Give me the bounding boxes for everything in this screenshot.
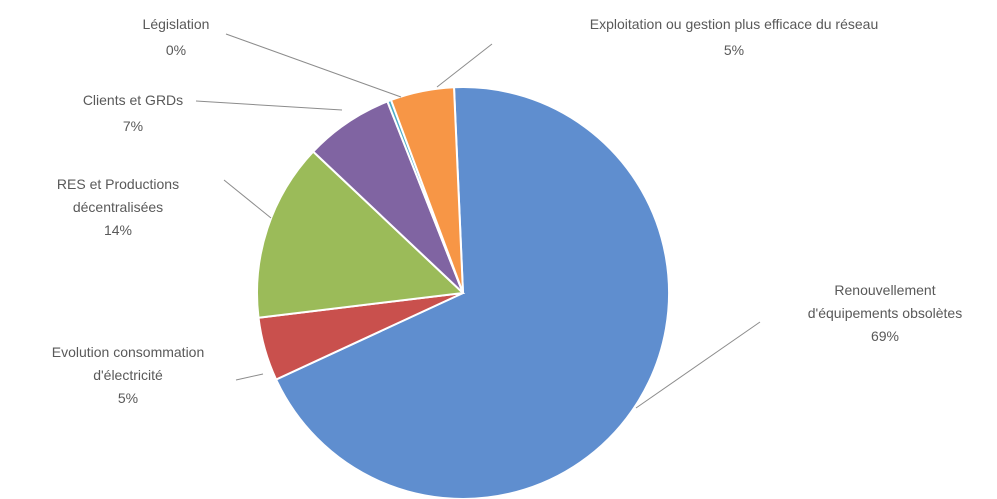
slice-percent-0: 69%: [871, 328, 899, 344]
leader-line-4: [225, 33, 402, 98]
slice-label-0: Renouvellement d'équipements obsolètes 69%: [808, 282, 962, 344]
slice-percent-3: 7%: [123, 118, 143, 134]
slice-label-4: Législation 0%: [143, 16, 210, 58]
pie-slice-5: [389, 86, 464, 294]
slice-percent-1: 5%: [118, 390, 138, 406]
leader-line-1: [235, 373, 264, 381]
pie-slice-0: [274, 86, 671, 499]
slice-percent-5: 5%: [724, 42, 744, 58]
slice-label-line-1-0: Evolution consommation: [52, 344, 205, 360]
leader-lines: [195, 33, 761, 409]
pie-slices: [256, 86, 671, 499]
slice-percent-4: 0%: [166, 42, 186, 58]
leader-line-3: [195, 100, 343, 111]
pie-slice-2: [256, 150, 466, 319]
slice-label-line-0-1: d'équipements obsolètes: [808, 305, 962, 321]
leader-line-0: [635, 321, 761, 409]
slice-labels: Renouvellement d'équipements obsolètes 69%…: [52, 16, 962, 406]
slice-label-line-1-1: d'électricité: [93, 367, 163, 383]
slice-label-line-2-0: RES et Productions: [57, 176, 179, 192]
slice-label-line-5-0: Exploitation ou gestion plus efficace du…: [590, 16, 879, 32]
slice-label-5: Exploitation ou gestion plus efficace du…: [590, 16, 879, 58]
slice-label-line-3-0: Clients et GRDs: [83, 92, 183, 108]
slice-label-1: Evolution consommation d'électricité 5%: [52, 344, 205, 406]
leader-line-5: [436, 43, 493, 88]
leader-line-2: [223, 179, 272, 219]
slice-label-line-0-0: Renouvellement: [834, 282, 935, 298]
slice-label-line-2-1: décentralisées: [73, 199, 163, 215]
slice-label-line-4-0: Législation: [143, 16, 210, 32]
slice-label-3: Clients et GRDs 7%: [83, 92, 183, 134]
slice-percent-2: 14%: [104, 222, 132, 238]
slice-label-2: RES et Productions décentralisées 14%: [57, 176, 179, 238]
